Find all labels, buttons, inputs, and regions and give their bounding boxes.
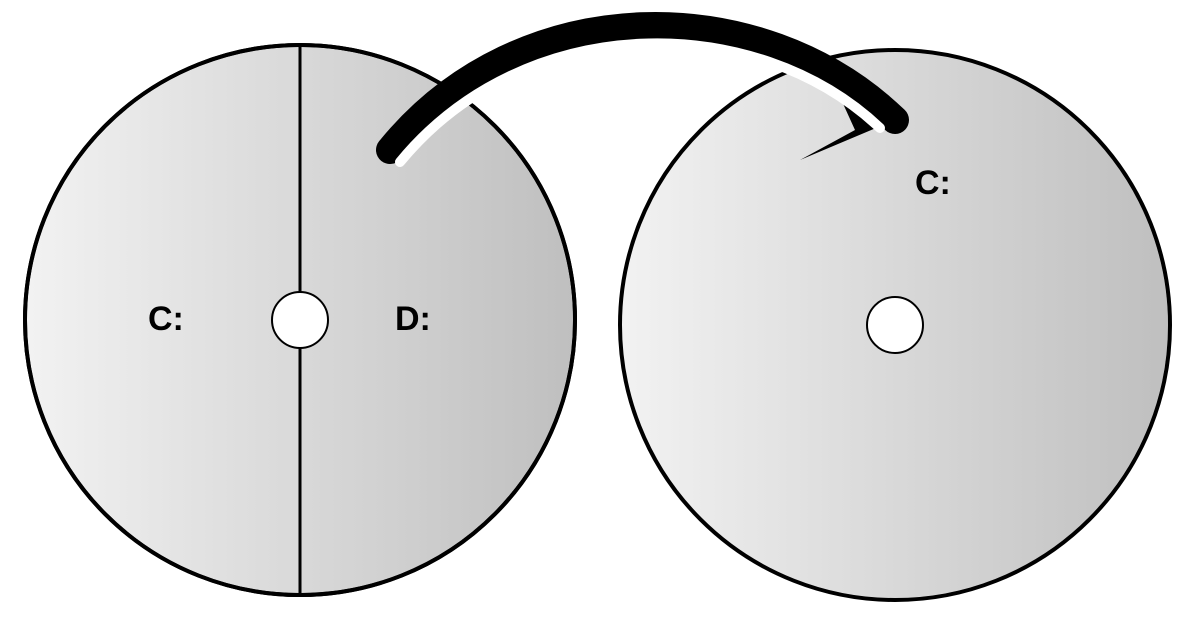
left-disk xyxy=(25,45,575,595)
diagram-canvas: C: D: C: xyxy=(0,0,1200,630)
right-disk-label-c: C: xyxy=(915,164,951,203)
left-disk-label-d: D: xyxy=(395,300,431,339)
left-disk-label-c: C: xyxy=(148,300,184,339)
